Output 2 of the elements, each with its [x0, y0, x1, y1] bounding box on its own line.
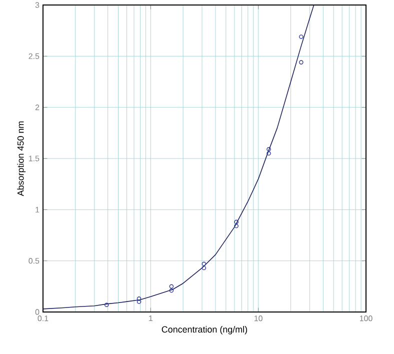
y-axis-title: Absorption 450 nm	[17, 121, 26, 196]
x-axis-title: Concentration (ng/ml)	[162, 326, 248, 334]
